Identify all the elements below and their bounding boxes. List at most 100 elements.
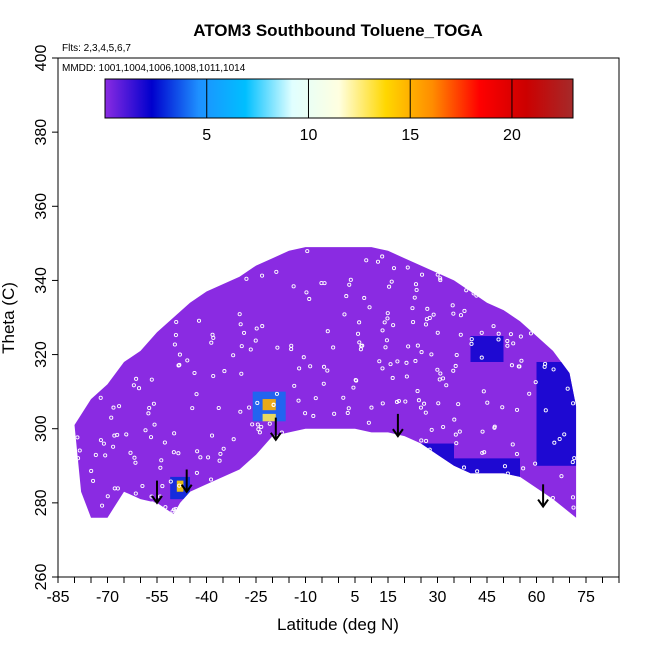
sample-point — [244, 276, 249, 281]
sample-point — [138, 329, 143, 334]
sample-point — [306, 515, 311, 518]
sample-point — [143, 428, 148, 433]
sample-point — [147, 405, 152, 411]
y-tick-label: 400 — [33, 45, 50, 72]
sample-point — [327, 512, 332, 517]
sample-point — [124, 432, 129, 437]
sample-point — [133, 491, 138, 496]
arrows — [151, 413, 549, 509]
sample-point — [88, 261, 93, 266]
sample-point — [485, 267, 490, 272]
sample-point — [171, 450, 176, 455]
sample-point — [192, 255, 197, 260]
sample-point — [140, 483, 145, 489]
colorbar: 5 10 15 20 — [104, 78, 574, 144]
sample-point — [136, 267, 141, 272]
sample-point — [82, 272, 88, 277]
x-tick-label: 45 — [478, 589, 496, 606]
sample-point — [89, 468, 94, 473]
sample-point — [308, 364, 313, 369]
sample-point — [357, 340, 362, 345]
sample-point — [424, 317, 429, 322]
sample-point — [448, 491, 453, 496]
sample-point — [291, 432, 296, 437]
sample-point — [500, 405, 505, 410]
arrow-head — [151, 495, 163, 505]
sample-point — [118, 344, 123, 349]
sample-point — [159, 458, 164, 463]
arrow-head — [392, 428, 404, 438]
sample-point — [415, 389, 420, 394]
sample-point — [148, 265, 154, 270]
sample-point — [526, 501, 531, 506]
sample-point — [176, 363, 181, 368]
x-tick-label: -25 — [244, 589, 267, 606]
sample-point — [211, 373, 216, 379]
sample-point — [390, 375, 395, 381]
sample-point — [380, 328, 385, 333]
sample-point — [454, 441, 459, 446]
sample-point — [535, 329, 540, 334]
sample-point — [279, 490, 284, 496]
sample-point — [115, 513, 120, 518]
x-tick-label: -10 — [294, 589, 317, 606]
sample-point — [405, 265, 410, 270]
sample-point — [86, 288, 91, 293]
sample-point — [382, 320, 387, 325]
sample-point — [256, 427, 261, 432]
sample-point — [322, 506, 327, 511]
sample-point — [296, 441, 301, 446]
sample-point — [539, 247, 544, 250]
sample-point — [472, 512, 477, 517]
data-region-fill — [74, 247, 577, 518]
colorbar-tick-label: 10 — [300, 127, 318, 144]
sample-point — [325, 329, 330, 334]
sample-point — [110, 306, 115, 311]
sample-point — [413, 282, 419, 287]
sample-point — [105, 343, 111, 348]
sample-point — [458, 332, 463, 337]
sample-point — [483, 295, 488, 300]
sample-point — [134, 376, 139, 381]
sample-point — [358, 471, 364, 477]
sample-point — [74, 289, 78, 294]
sample-point — [274, 391, 280, 396]
sample-point — [292, 383, 297, 388]
sample-point — [237, 312, 242, 317]
sample-point — [251, 494, 257, 499]
sample-point — [260, 273, 265, 278]
sample-point — [209, 433, 215, 438]
sample-point — [119, 345, 124, 350]
x-tick-label: 5 — [351, 589, 360, 606]
sample-point — [454, 352, 459, 358]
sample-point — [403, 399, 408, 404]
sample-point — [570, 460, 575, 465]
sample-point — [501, 272, 507, 277]
sample-point — [422, 401, 427, 406]
sample-point — [388, 362, 393, 367]
sample-point — [412, 295, 417, 300]
sample-point — [95, 349, 100, 354]
sample-point — [410, 306, 415, 311]
sample-point — [93, 452, 98, 458]
sample-point — [195, 449, 200, 454]
sample-point — [419, 350, 424, 355]
sample-point — [394, 399, 400, 405]
sample-point — [291, 461, 296, 466]
sample-point — [520, 505, 525, 510]
concentration-patch — [262, 413, 276, 422]
sample-point — [321, 364, 327, 369]
sample-point — [389, 476, 394, 481]
sample-point — [471, 278, 476, 283]
sample-point — [571, 505, 576, 510]
sample-point — [385, 311, 390, 316]
sample-point — [389, 473, 394, 478]
sample-point — [419, 272, 425, 277]
sample-point — [218, 451, 223, 456]
sample-point — [480, 450, 485, 455]
sample-point — [453, 363, 458, 369]
sample-point — [380, 366, 385, 371]
sample-point — [172, 342, 177, 347]
concentration-patch — [421, 443, 454, 477]
sample-point — [122, 288, 127, 293]
